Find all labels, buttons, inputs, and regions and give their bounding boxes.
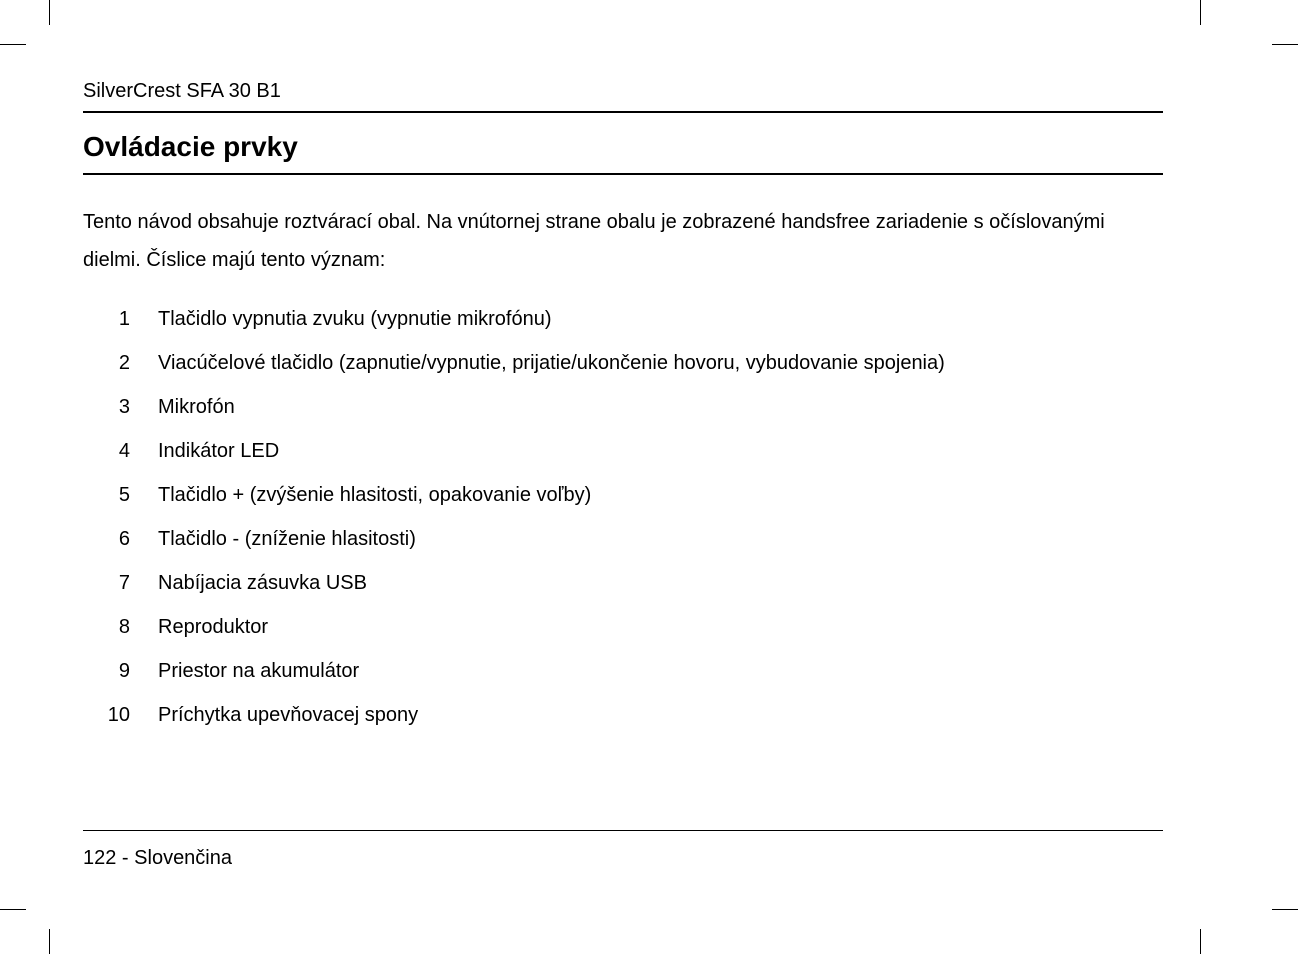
crop-mark	[1200, 929, 1201, 954]
item-description: Nabíjacia zásuvka USB	[158, 569, 367, 597]
crop-mark	[0, 44, 26, 45]
list-item: 9 Priestor na akumulátor	[83, 649, 1163, 693]
list-item: 3 Mikrofón	[83, 385, 1163, 429]
item-description: Viacúčelové tlačidlo (zapnutie/vypnutie,…	[158, 349, 945, 377]
item-description: Reproduktor	[158, 613, 268, 641]
item-number: 8	[83, 616, 158, 639]
item-number: 10	[83, 704, 158, 727]
crop-mark	[1272, 909, 1298, 910]
crop-mark	[0, 909, 26, 910]
list-item: 4 Indikátor LED	[83, 429, 1163, 473]
page-number: 122	[83, 847, 116, 869]
list-item: 7 Nabíjacia zásuvka USB	[83, 561, 1163, 605]
item-description: Tlačidlo + (zvýšenie hlasitosti, opakova…	[158, 481, 591, 509]
item-description: Tlačidlo - (zníženie hlasitosti)	[158, 525, 416, 553]
page-content: SilverCrest SFA 30 B1 Ovládacie prvky Te…	[83, 80, 1163, 737]
item-number: 7	[83, 572, 158, 595]
page-footer: 122 - Slovenčina	[83, 830, 1163, 870]
item-number: 4	[83, 440, 158, 463]
crop-mark	[1200, 0, 1201, 25]
crop-mark	[49, 0, 50, 25]
intro-paragraph: Tento návod obsahuje roztvárací obal. Na…	[83, 203, 1163, 279]
item-number: 6	[83, 528, 158, 551]
crop-mark	[49, 929, 50, 954]
item-description: Príchytka upevňovacej spony	[158, 701, 418, 729]
controls-list: 1 Tlačidlo vypnutia zvuku (vypnutie mikr…	[83, 297, 1163, 737]
list-item: 1 Tlačidlo vypnutia zvuku (vypnutie mikr…	[83, 297, 1163, 341]
item-number: 3	[83, 396, 158, 419]
footer-separator: -	[116, 847, 134, 869]
item-description: Priestor na akumulátor	[158, 657, 359, 685]
list-item: 8 Reproduktor	[83, 605, 1163, 649]
list-item: 6 Tlačidlo - (zníženie hlasitosti)	[83, 517, 1163, 561]
crop-mark	[1272, 44, 1298, 45]
list-item: 5 Tlačidlo + (zvýšenie hlasitosti, opako…	[83, 473, 1163, 517]
item-description: Indikátor LED	[158, 437, 279, 465]
item-number: 9	[83, 660, 158, 683]
item-description: Tlačidlo vypnutia zvuku (vypnutie mikrof…	[158, 305, 552, 333]
section-title: Ovládacie prvky	[83, 131, 1163, 175]
product-header: SilverCrest SFA 30 B1	[83, 80, 1163, 113]
list-item: 10 Príchytka upevňovacej spony	[83, 693, 1163, 737]
footer-language: Slovenčina	[134, 847, 232, 869]
item-number: 5	[83, 484, 158, 507]
item-description: Mikrofón	[158, 393, 235, 421]
list-item: 2 Viacúčelové tlačidlo (zapnutie/vypnuti…	[83, 341, 1163, 385]
item-number: 2	[83, 352, 158, 375]
item-number: 1	[83, 308, 158, 331]
